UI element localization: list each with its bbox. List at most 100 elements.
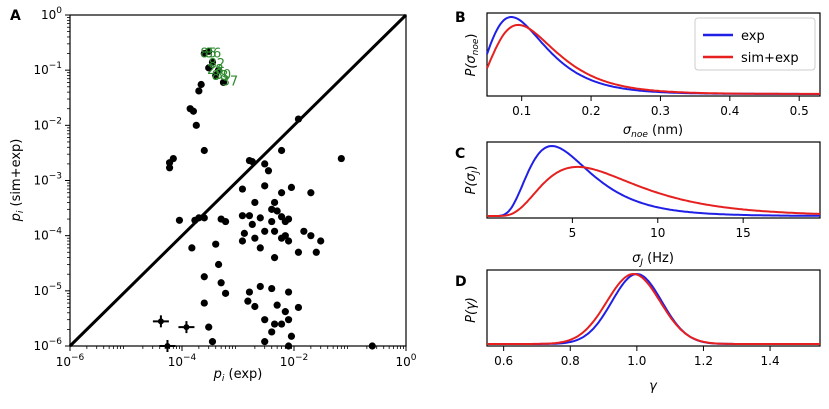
data-point (300, 227, 308, 235)
point-annotation: 30 (215, 68, 232, 83)
data-point (212, 240, 220, 248)
data-point (264, 167, 273, 175)
data-point (248, 220, 256, 229)
data-point (217, 279, 225, 287)
x-tick-label-a: 10−4 (168, 353, 197, 369)
data-point (188, 244, 196, 252)
data-point (284, 288, 293, 296)
data-point (248, 158, 256, 166)
y-tick-label-a: 10−3 (33, 172, 62, 188)
series-line-sim-exp-b (486, 23, 820, 95)
point-annotation: 85 (200, 47, 217, 62)
panel-label-c: C (455, 146, 465, 162)
panel-label-d: D (455, 274, 467, 290)
x-tick-label: 0.5 (790, 104, 809, 118)
data-point (256, 244, 264, 252)
data-point (219, 78, 228, 87)
data-point (281, 308, 289, 316)
y-tick-label-a: 10−1 (33, 61, 62, 77)
y-axis-label-a: pi (sim+exp) (9, 139, 26, 223)
distribution-panel-d: 0.6 0.8 1.0 1.2 1.4 γ P(γ) (464, 269, 821, 394)
data-point (270, 227, 279, 235)
data-point (268, 328, 276, 336)
data-point (273, 301, 281, 309)
data-point (307, 189, 315, 197)
data-point (214, 66, 223, 74)
series-line-exp-c (487, 144, 820, 217)
data-point (245, 288, 254, 296)
data-point (245, 212, 254, 220)
x-axis-label-d: γ (649, 379, 658, 394)
data-point (251, 234, 259, 242)
point-annotation: 82 (208, 57, 225, 72)
data-point (244, 297, 252, 305)
diagonal-line (68, 13, 408, 348)
data-point (221, 289, 230, 297)
x-tick-label: 0.6 (494, 354, 513, 368)
x-axis-label-c: σJ (Hz) (632, 251, 674, 268)
data-point (240, 229, 248, 237)
data-point (256, 282, 264, 291)
data-point (270, 198, 279, 207)
data-point (197, 80, 205, 89)
data-point (277, 189, 286, 197)
data-point (312, 248, 320, 256)
data-point (200, 273, 208, 281)
data-point (251, 198, 259, 207)
y-tick-label-a: 100 (41, 6, 62, 22)
x-axis-label-b: σnoe (nm) (623, 123, 683, 140)
x-tick-label: 15 (736, 226, 751, 240)
x-tick-label: 1.0 (627, 354, 646, 368)
error-point (157, 318, 164, 325)
data-point (268, 284, 276, 293)
data-point (214, 260, 223, 269)
data-point (268, 205, 276, 213)
data-point (205, 47, 213, 55)
series-line-sim-exp-d (487, 272, 820, 345)
panel-label-a: A (10, 8, 21, 24)
y-axis-label-b: P(σnoe) (464, 34, 481, 77)
x-tick-label: 10 (650, 226, 665, 240)
data-point (175, 216, 184, 224)
distribution-panel-c: 5 10 15 σJ (Hz) P(σJ) (464, 141, 821, 268)
x-tick-label: 5 (569, 226, 577, 240)
data-point (200, 146, 208, 155)
data-point (284, 237, 293, 245)
legend-label-exp: exp (741, 29, 765, 44)
error-point (164, 343, 171, 349)
data-point (270, 320, 279, 328)
x-tick-label: 0.4 (720, 104, 739, 118)
x-axis-label-a: pi (exp) (213, 367, 263, 384)
data-point (192, 121, 200, 129)
y-tick-label-a: 10−4 (33, 227, 62, 243)
point-annotation: 28 (207, 63, 224, 78)
data-point (277, 320, 286, 328)
y-tick-label-a: 10−5 (33, 282, 62, 298)
data-point (337, 154, 345, 163)
data-point (251, 302, 259, 311)
x-tick-label: 1.4 (761, 354, 780, 368)
data-point (208, 58, 217, 66)
point-annotation: 86 (205, 47, 222, 62)
data-point (294, 115, 303, 123)
series-line-exp-d (487, 272, 820, 345)
data-point (200, 299, 208, 307)
data-point (195, 214, 203, 222)
x-tick-label: 1.2 (694, 354, 713, 368)
data-point (238, 237, 247, 245)
plot-frame-c (486, 141, 821, 219)
data-point (294, 303, 303, 312)
plot-frame-b (486, 12, 821, 97)
x-tick-label: 0.2 (582, 104, 601, 118)
data-point (217, 215, 225, 223)
scatter-panel-a: 10−6 10−4 10−2 100 10−6 10−5 10−4 10−3 10−2 10−1 1… (9, 6, 417, 384)
x-tick-label-a: 10−2 (280, 353, 309, 369)
data-point (205, 64, 213, 72)
data-point (212, 71, 220, 80)
data-point (317, 237, 325, 245)
point-annotation: 88 (212, 69, 229, 84)
y-axis-label-d: P(γ) (464, 297, 479, 323)
y-axis-label-c: P(σJ) (464, 166, 481, 195)
data-point (273, 207, 281, 215)
